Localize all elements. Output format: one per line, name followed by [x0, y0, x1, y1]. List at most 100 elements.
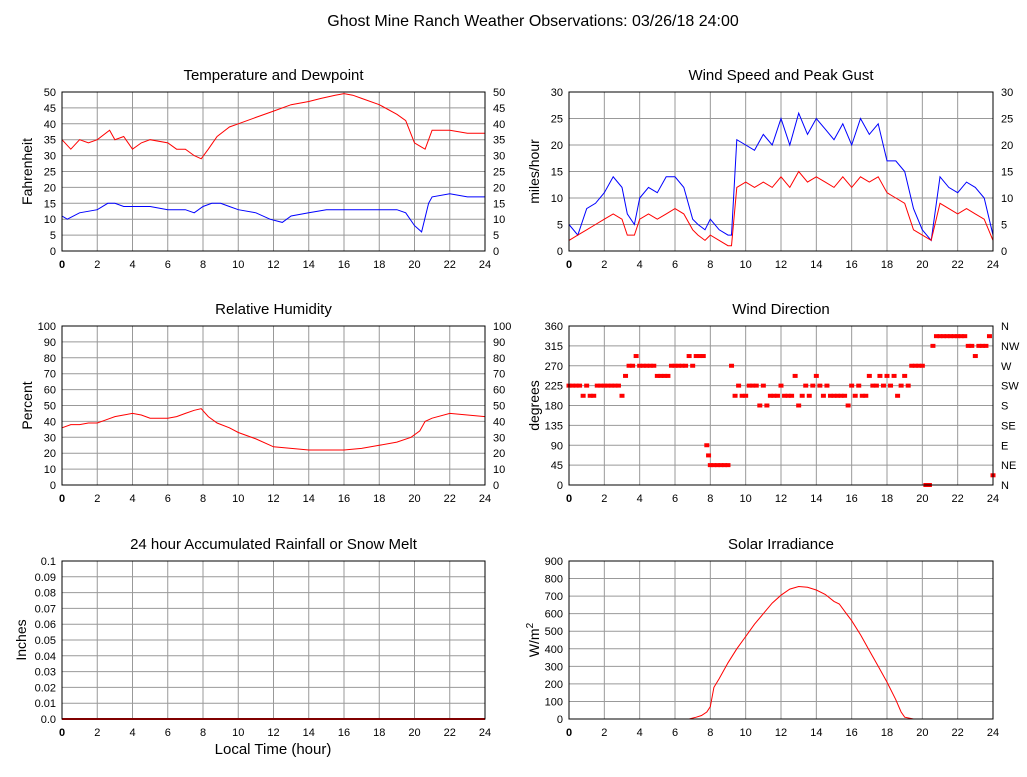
x-tick-label: 20: [916, 259, 928, 271]
plot-frame: [568, 91, 994, 252]
y-tick-label: 35: [44, 135, 56, 147]
x-tick-label: 8: [200, 727, 206, 739]
y-axis-label-text: miles/hour: [526, 139, 542, 204]
right-tick-label: 20: [493, 182, 505, 194]
y-tick-label: 900: [545, 556, 563, 568]
direction-point: [972, 354, 978, 359]
direction-point: [891, 373, 897, 378]
y-tick-label: 25: [44, 167, 56, 179]
series-line-temperature-red: [61, 93, 485, 160]
direction-point: [919, 363, 925, 368]
direction-point: [721, 463, 727, 468]
direction-point: [637, 363, 643, 368]
y-tick-label: 0.08: [35, 588, 56, 600]
x-tick-label: 12: [267, 493, 279, 505]
y-tick-label: 45: [551, 460, 563, 472]
right-tick-label: 15: [1001, 167, 1013, 179]
direction-point: [845, 403, 851, 408]
x-tick-label: 22: [444, 259, 456, 271]
direction-point: [817, 383, 823, 388]
x-tick-label: 22: [952, 727, 964, 739]
y-axis-label-text: Inches: [13, 619, 29, 660]
y-tick-label: 30: [44, 151, 56, 163]
direction-point: [626, 363, 632, 368]
direction-point: [778, 383, 784, 388]
direction-point: [937, 334, 943, 339]
right-tick-label: 0: [493, 480, 499, 492]
direction-point: [644, 363, 650, 368]
y-tick-label: 60: [44, 385, 56, 397]
x-tick-label: 12: [775, 493, 787, 505]
direction-point: [774, 393, 780, 398]
right-tick-label: E: [1001, 440, 1008, 452]
direction-point: [668, 363, 674, 368]
chart-rain: 0.0 0.01 0.02 0.03 0.04 0.05 0.06 0.07 0.08 0.09 0…: [13, 536, 491, 739]
x-tick-label: 8: [707, 727, 713, 739]
right-tick-label: 5: [493, 230, 499, 242]
right-tick-label: 60: [493, 385, 505, 397]
right-tick-label: 20: [1001, 140, 1013, 152]
y-axis-label-text: Fahrenheit: [19, 138, 35, 205]
x-tick-label: 12: [775, 727, 787, 739]
direction-point: [902, 373, 908, 378]
direction-point: [672, 363, 678, 368]
y-tick-label: 0.0: [41, 714, 56, 726]
x-tick-label: 24: [479, 259, 491, 271]
y-tick-label: 500: [545, 626, 563, 638]
y-tick-label: 5: [557, 220, 563, 232]
y-tick-label: 800: [545, 574, 563, 586]
y-tick-label: 45: [44, 103, 56, 115]
direction-point: [767, 393, 773, 398]
y-axis-label-superscript: 2: [525, 622, 536, 628]
x-axis-label: Local Time (hour): [215, 741, 332, 758]
x-tick-label: 4: [637, 493, 643, 505]
y-tick-label: 0: [50, 480, 56, 492]
right-tick-label: 45: [493, 103, 505, 115]
x-tick-label: 6: [165, 727, 171, 739]
x-tick-label: 14: [810, 727, 822, 739]
right-tick-label: SE: [1001, 420, 1016, 432]
x-tick-label: 22: [444, 727, 456, 739]
right-tick-label: 30: [493, 432, 505, 444]
y-tick-label: 700: [545, 591, 563, 603]
direction-point: [835, 393, 841, 398]
direction-point: [944, 334, 950, 339]
direction-point: [707, 463, 713, 468]
direction-point: [898, 383, 904, 388]
x-tick-label: 10: [232, 727, 244, 739]
direction-point: [623, 373, 629, 378]
y-tick-label: 315: [545, 341, 563, 353]
x-tick-label: 14: [810, 493, 822, 505]
y-tick-label: 90: [551, 440, 563, 452]
x-tick-label: 18: [373, 259, 385, 271]
page-title: Ghost Mine Ranch Weather Observations: 0…: [327, 13, 739, 30]
direction-point: [849, 383, 855, 388]
x-tick-label: 2: [94, 259, 100, 271]
x-tick-label: 20: [916, 493, 928, 505]
x-tick-label: 12: [775, 259, 787, 271]
x-tick-label: 22: [952, 259, 964, 271]
right-tick-label: 25: [493, 167, 505, 179]
direction-point: [665, 373, 671, 378]
y-tick-label: 90: [44, 337, 56, 349]
direction-point: [941, 334, 947, 339]
x-tick-label: 24: [479, 727, 491, 739]
x-tick-label: 8: [707, 493, 713, 505]
y-tick-label: 100: [545, 696, 563, 708]
chart-title: Wind Speed and Peak Gust: [688, 67, 874, 84]
direction-point: [969, 343, 975, 348]
direction-point: [895, 393, 901, 398]
direction-point: [714, 463, 720, 468]
y-tick-label: 10: [551, 193, 563, 205]
x-tick-label: 0: [566, 493, 572, 505]
direction-point: [866, 373, 872, 378]
x-tick-label: 0: [59, 259, 65, 271]
direction-point: [706, 453, 712, 458]
x-tick-label: 4: [129, 493, 135, 505]
plot-frame: [568, 560, 994, 720]
y-tick-label: 0.01: [35, 698, 56, 710]
